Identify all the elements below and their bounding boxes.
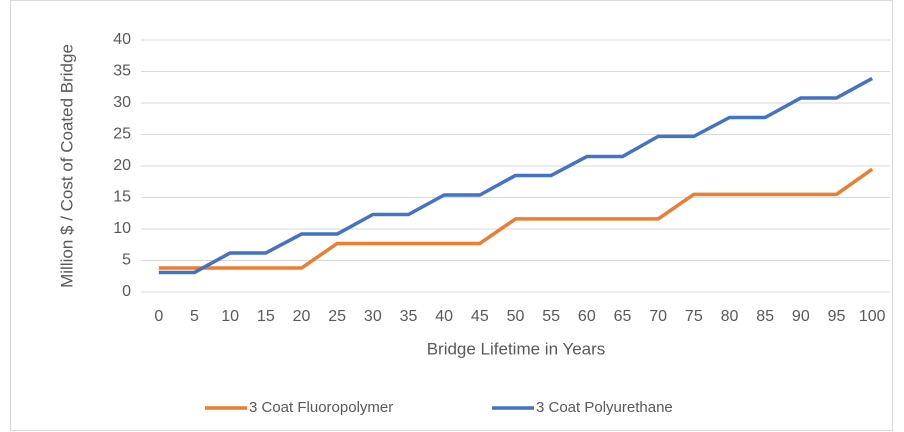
x-tick-label: 25 [328, 308, 346, 325]
y-tick-label: 30 [113, 94, 131, 111]
x-tick-label: 85 [756, 308, 774, 325]
x-tick-label: 30 [364, 308, 382, 325]
x-tick-label: 15 [257, 308, 275, 325]
x-tick-label: 65 [614, 308, 632, 325]
legend-label: 3 Coat Fluoropolymer [249, 399, 393, 416]
x-tick-label: 100 [859, 308, 886, 325]
series-line [158, 167, 874, 270]
y-tick-label: 10 [113, 220, 131, 237]
x-tick-label: 80 [721, 308, 739, 325]
y-tick-label: 15 [113, 189, 131, 206]
y-tick-label: 20 [113, 157, 131, 174]
chart-frame [10, 0, 893, 431]
x-tick-label: 75 [685, 308, 703, 325]
y-tick-label: 35 [113, 63, 131, 80]
x-axis-label: Bridge Lifetime in Years [427, 339, 606, 358]
series-line [158, 76, 874, 275]
x-tick-label: 45 [471, 308, 489, 325]
x-tick-label: 35 [400, 308, 418, 325]
x-tick-label: 60 [578, 308, 596, 325]
x-tick-label: 50 [507, 308, 525, 325]
x-tick-label: 20 [293, 308, 311, 325]
x-tick-label: 10 [221, 308, 239, 325]
y-axis-label: Million $ / Cost of Coated Bridge [57, 44, 76, 288]
x-tick-label: 90 [792, 308, 810, 325]
x-tick-label: 95 [828, 308, 846, 325]
y-tick-label: 40 [113, 31, 131, 48]
x-tick-label: 40 [435, 308, 453, 325]
y-tick-label: 5 [122, 252, 131, 269]
x-tick-label: 70 [649, 308, 667, 325]
y-tick-label: 25 [113, 126, 131, 143]
x-tick-label: 0 [154, 308, 163, 325]
x-tick-label: 5 [190, 308, 199, 325]
x-tick-label: 55 [542, 308, 560, 325]
legend-label: 3 Coat Polyurethane [536, 399, 673, 416]
y-tick-label: 0 [122, 283, 131, 300]
